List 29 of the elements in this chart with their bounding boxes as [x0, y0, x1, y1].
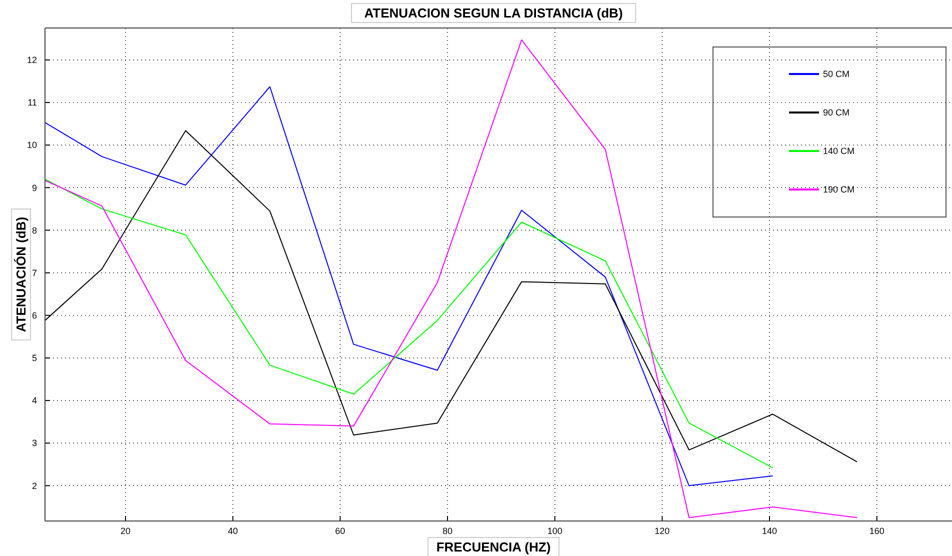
- y-axis-title: ATENUACIÓN (dB): [14, 216, 29, 332]
- chart-title: ATENUACION SEGUN LA DISTANCIA (dB): [364, 6, 623, 21]
- y-tick-label: 10: [26, 140, 37, 150]
- x-axis-title: FRECUENCIA (HZ): [436, 540, 551, 555]
- y-tick-label: 4: [32, 396, 37, 406]
- y-tick-label: 3: [32, 438, 37, 448]
- x-tick-label: 140: [762, 526, 778, 536]
- x-tick-label: 40: [228, 526, 238, 536]
- y-tick-label: 7: [32, 268, 37, 278]
- line-series: [45, 39, 858, 518]
- y-tick-label: 5: [32, 353, 37, 364]
- y-tick-label: 12: [26, 55, 37, 66]
- y-tick-label: 11: [28, 98, 37, 108]
- legend-label: 140 CM: [823, 146, 855, 156]
- legend-label: 190 CM: [823, 184, 855, 195]
- x-tick-label: 100: [547, 526, 562, 536]
- legend-label: 90 CM: [823, 108, 850, 118]
- x-tick-label: 120: [654, 526, 670, 536]
- x-tick-label: 160: [869, 526, 884, 536]
- x-tick-label: 60: [335, 526, 346, 536]
- legend-label: 50 CM: [823, 69, 850, 80]
- x-tick-label: 80: [442, 526, 453, 536]
- y-tick-label: 6: [32, 310, 37, 321]
- line-series: [45, 178, 774, 468]
- y-tick-label: 8: [32, 225, 37, 236]
- x-tick-label: 20: [120, 526, 131, 536]
- y-tick-label: 2: [32, 480, 37, 491]
- y-tick-label: 9: [32, 182, 37, 193]
- line-series: [45, 86, 774, 486]
